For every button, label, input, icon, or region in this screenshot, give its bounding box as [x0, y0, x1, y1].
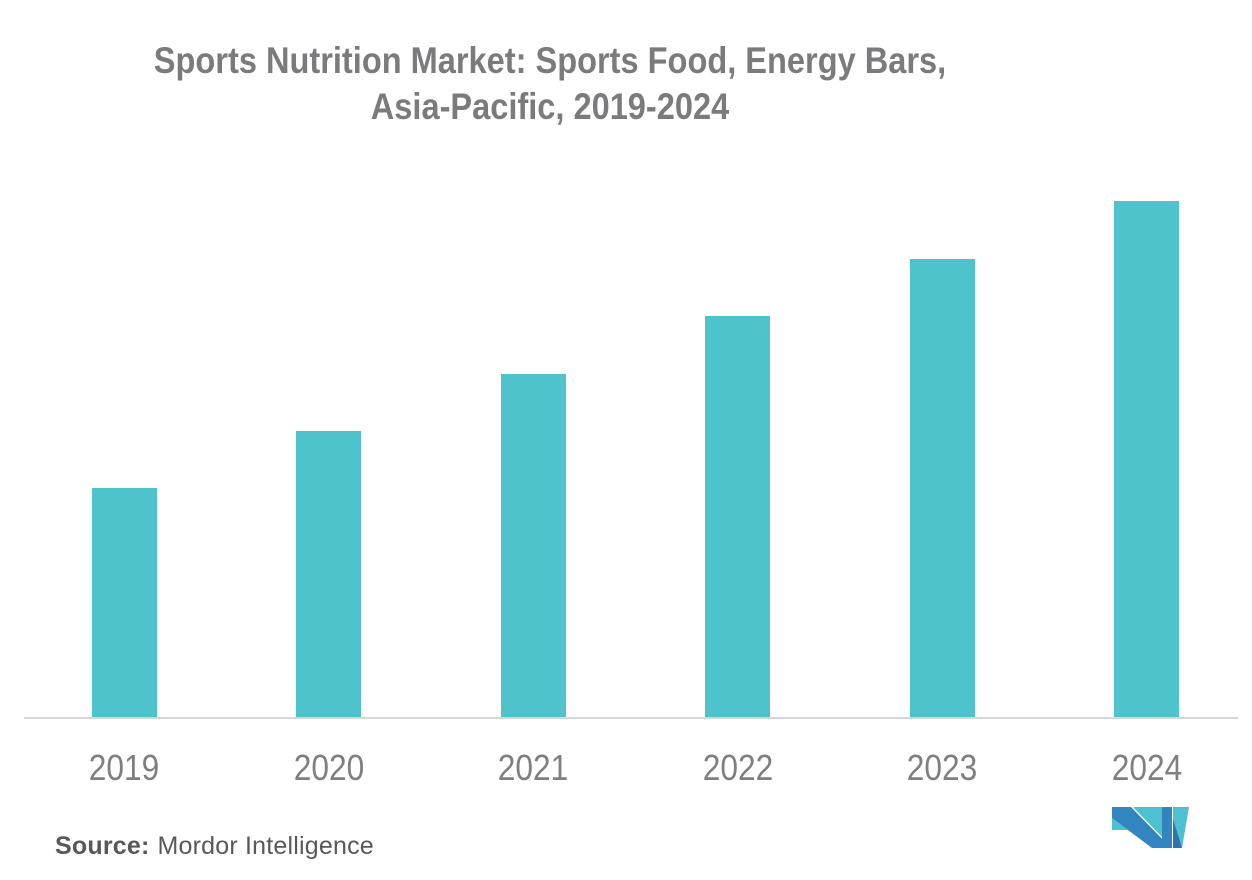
- bar-2022: [705, 316, 770, 718]
- source-note: Source: Mordor Intelligence: [55, 832, 374, 861]
- source-name: Mordor Intelligence: [157, 832, 374, 860]
- chart-title-line2: Asia-Pacific, 2019-2024: [370, 86, 730, 127]
- logo-blue-diagonal-shape: [1112, 807, 1171, 848]
- x-axis-label-2022: 2022: [702, 747, 773, 788]
- logo-top-teal-triangle: [1133, 807, 1162, 837]
- x-axis-label-2023: 2023: [906, 747, 978, 788]
- logo-blue-vertical-bar: [1162, 807, 1172, 848]
- x-axis-label-2024: 2024: [1111, 747, 1182, 788]
- x-axis-line: [24, 717, 1238, 719]
- x-axis-label-2021: 2021: [497, 747, 569, 788]
- x-axis-label-2020: 2020: [293, 747, 364, 788]
- source-label: Source:: [55, 832, 150, 860]
- bar-2020: [296, 431, 361, 718]
- bar-2019: [91, 488, 157, 718]
- chart-title-line1: Sports Nutrition Market: Sports Food, En…: [153, 40, 947, 81]
- bar-2021: [500, 374, 566, 718]
- logo-right-blue-triangle: [1173, 819, 1182, 848]
- chart-title: Sports Nutrition Market: Sports Food, En…: [66, 38, 1034, 130]
- mordor-intelligence-logo: [1112, 807, 1189, 848]
- x-axis-label-2019: 2019: [88, 747, 160, 788]
- bar-2023: [909, 259, 975, 718]
- bar-2024: [1114, 201, 1179, 718]
